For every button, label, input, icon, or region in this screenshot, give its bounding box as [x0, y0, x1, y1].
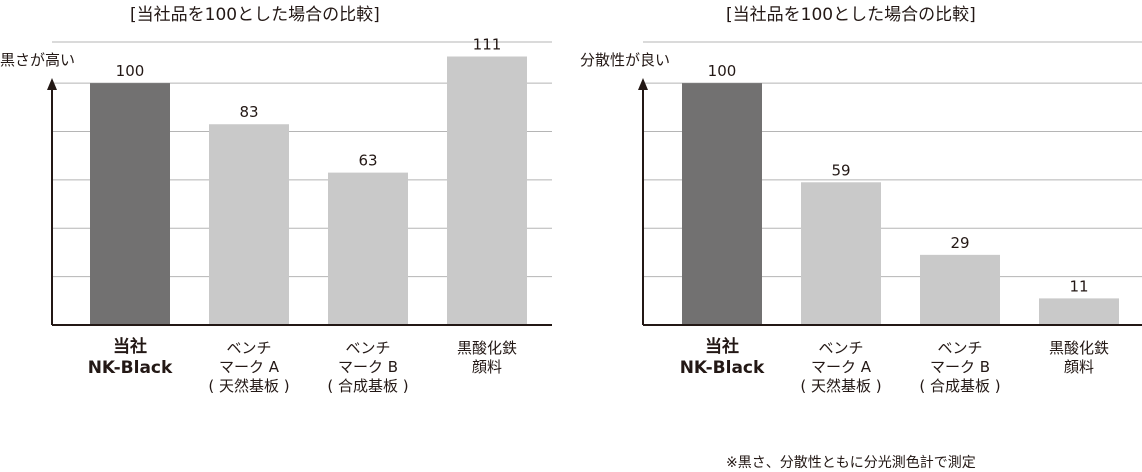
category-label-line: マーク B [337, 358, 399, 376]
category-label-line: 黒酸化鉄 [1048, 339, 1109, 357]
bar [209, 124, 289, 325]
bar [920, 254, 1000, 325]
data-label: 111 [473, 36, 502, 54]
bar [801, 182, 881, 325]
category-label: 黒酸化鉄 顔料 [427, 339, 547, 377]
data-label: 11 [1069, 277, 1088, 295]
plot-area: 100 83 63 111 [47, 36, 552, 326]
y-axis-label: 黒さが高い [0, 51, 76, 69]
category-label-line: 顔料 [1063, 358, 1094, 376]
data-label: 100 [116, 62, 145, 80]
footnote: ※黒さ、分散性ともに分光測色計で測定 [726, 455, 976, 471]
dispersibility-chart: [当社品を100とした場合の比較] 分散性が良い 100 59 29 11 当社 NK-… [578, 0, 1142, 420]
category-label-line: マーク A [218, 358, 280, 376]
blackness-chart: [当社品を100とした場合の比較] 黒さが高い 100 83 63 111 当社 NK-… [0, 0, 560, 420]
category-label-line: マーク B [929, 358, 991, 376]
bar [682, 83, 762, 325]
data-label: 63 [358, 152, 377, 170]
category-label-line: ( 合成基板 ) [919, 377, 1001, 395]
category-label: 当社 NK-Black [70, 337, 190, 379]
category-label: ベンチ マーク A( 天然基板 ) [781, 339, 901, 396]
data-label: 83 [239, 103, 258, 121]
category-label: ベンチ マーク B( 合成基板 ) [308, 339, 428, 396]
category-label-line: マーク A [810, 358, 872, 376]
data-label: 100 [708, 62, 737, 80]
category-label: 当社 NK-Black [662, 337, 782, 379]
category-label-line: NK-Black [87, 358, 173, 378]
category-label: 黒酸化鉄 顔料 [1019, 339, 1139, 377]
category-label-line: 当社 [705, 337, 739, 357]
bar [328, 172, 408, 325]
category-label: ベンチ マーク B( 合成基板 ) [900, 339, 1020, 396]
category-label: ベンチ マーク A( 天然基板 ) [189, 339, 309, 396]
category-label-line: NK-Black [679, 358, 765, 378]
bar [447, 56, 527, 326]
bar [1039, 298, 1119, 325]
bar [90, 83, 170, 325]
y-axis-arrowhead [638, 78, 648, 90]
data-label: 59 [831, 161, 850, 179]
category-label-line: ( 天然基板 ) [800, 377, 882, 395]
category-label-line: 黒酸化鉄 [456, 339, 517, 357]
category-label-line: 顔料 [471, 358, 502, 376]
category-label-line: ベンチ [937, 339, 983, 357]
category-label-line: ( 合成基板 ) [327, 377, 409, 395]
category-label-line: 当社 [113, 337, 147, 357]
chart-title: [当社品を100とした場合の比較] [726, 5, 976, 25]
plot-area: 100 59 29 11 [638, 41, 1142, 326]
chart-title: [当社品を100とした場合の比較] [130, 5, 380, 25]
category-label-line: ( 天然基板 ) [208, 377, 290, 395]
category-label-line: ベンチ [818, 339, 864, 357]
category-label-line: ベンチ [226, 339, 272, 357]
y-axis-arrowhead [47, 78, 57, 90]
category-label-line: ベンチ [345, 339, 391, 357]
y-axis-label: 分散性が良い [580, 51, 671, 69]
data-label: 29 [950, 234, 969, 252]
